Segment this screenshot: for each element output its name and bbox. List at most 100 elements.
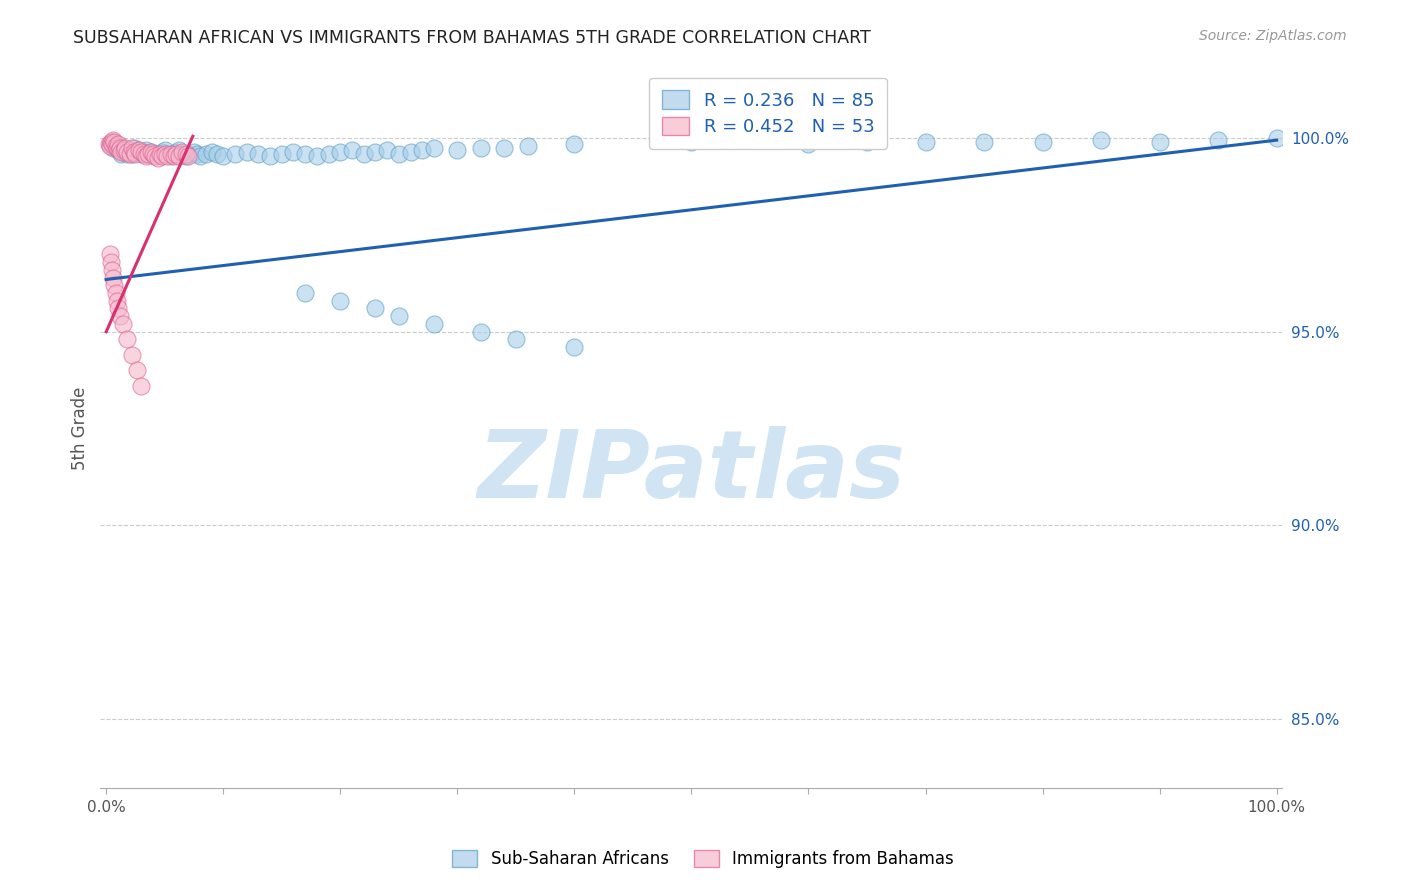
Point <box>148 146 170 161</box>
Point <box>107 301 129 316</box>
Point <box>174 148 197 162</box>
Point <box>294 146 316 161</box>
Point <box>423 141 446 155</box>
Point <box>1265 131 1288 145</box>
Point <box>107 143 129 157</box>
Point <box>114 141 136 155</box>
Point <box>104 285 127 300</box>
Point <box>125 363 148 377</box>
Point <box>117 146 139 161</box>
Point <box>110 146 132 161</box>
Point <box>124 141 146 155</box>
Point <box>101 136 124 151</box>
Point <box>112 143 135 157</box>
Point <box>364 301 387 316</box>
Point <box>167 143 190 157</box>
Point <box>411 143 433 157</box>
Point <box>470 325 492 339</box>
Point <box>135 143 157 157</box>
Point <box>375 143 398 157</box>
Point <box>142 146 165 161</box>
Point <box>283 145 305 159</box>
Point <box>108 143 131 157</box>
Point <box>105 293 128 308</box>
Point <box>247 146 270 161</box>
Point <box>98 136 121 151</box>
Point <box>353 146 375 161</box>
Point <box>135 148 157 162</box>
Point <box>200 145 222 159</box>
Point <box>212 148 235 162</box>
Point <box>98 139 121 153</box>
Point <box>127 143 149 157</box>
Point <box>118 146 141 161</box>
Point <box>153 143 176 157</box>
Point <box>973 135 995 149</box>
Point <box>159 148 181 162</box>
Point <box>120 143 142 157</box>
Point <box>797 136 820 151</box>
Point <box>1090 133 1112 147</box>
Point <box>914 135 936 149</box>
Point <box>163 148 186 162</box>
Point <box>1206 133 1229 147</box>
Point <box>470 141 492 155</box>
Point <box>172 145 194 159</box>
Point <box>114 143 136 157</box>
Point <box>124 146 146 161</box>
Point <box>235 145 257 159</box>
Point <box>100 135 122 149</box>
Point <box>128 143 150 157</box>
Point <box>97 136 120 151</box>
Point <box>110 141 132 155</box>
Point <box>186 146 208 161</box>
Point <box>153 146 176 161</box>
Point <box>110 139 132 153</box>
Point <box>132 145 155 159</box>
Point <box>101 135 124 149</box>
Point <box>103 278 125 293</box>
Point <box>138 146 160 161</box>
Point <box>156 146 179 161</box>
Point <box>142 146 165 161</box>
Point <box>564 136 586 151</box>
Point <box>101 262 124 277</box>
Point <box>121 146 143 161</box>
Point <box>139 145 162 159</box>
Point <box>183 145 205 159</box>
Point <box>388 146 411 161</box>
Legend: R = 0.236   N = 85, R = 0.452   N = 53: R = 0.236 N = 85, R = 0.452 N = 53 <box>650 78 887 149</box>
Point <box>150 145 173 159</box>
Point <box>139 145 162 159</box>
Point <box>146 151 169 165</box>
Point <box>118 145 141 159</box>
Point <box>505 333 527 347</box>
Point <box>105 141 128 155</box>
Point <box>105 141 128 155</box>
Point <box>159 146 181 161</box>
Point <box>564 340 586 354</box>
Point <box>100 255 122 269</box>
Point <box>856 135 879 149</box>
Point <box>259 148 281 162</box>
Y-axis label: 5th Grade: 5th Grade <box>72 387 89 470</box>
Point <box>143 148 166 162</box>
Point <box>104 139 127 153</box>
Point <box>446 143 468 157</box>
Point <box>329 293 352 308</box>
Point <box>117 333 139 347</box>
Point <box>111 317 134 331</box>
Point <box>138 146 160 161</box>
Point <box>270 146 292 161</box>
Point <box>318 146 340 161</box>
Point <box>121 141 143 155</box>
Point <box>108 141 131 155</box>
Point <box>423 317 446 331</box>
Point <box>103 270 125 285</box>
Point <box>1031 135 1053 149</box>
Legend: Sub-Saharan Africans, Immigrants from Bahamas: Sub-Saharan Africans, Immigrants from Ba… <box>446 843 960 875</box>
Point <box>132 146 155 161</box>
Point <box>163 146 186 161</box>
Point <box>165 145 187 159</box>
Point <box>340 143 363 157</box>
